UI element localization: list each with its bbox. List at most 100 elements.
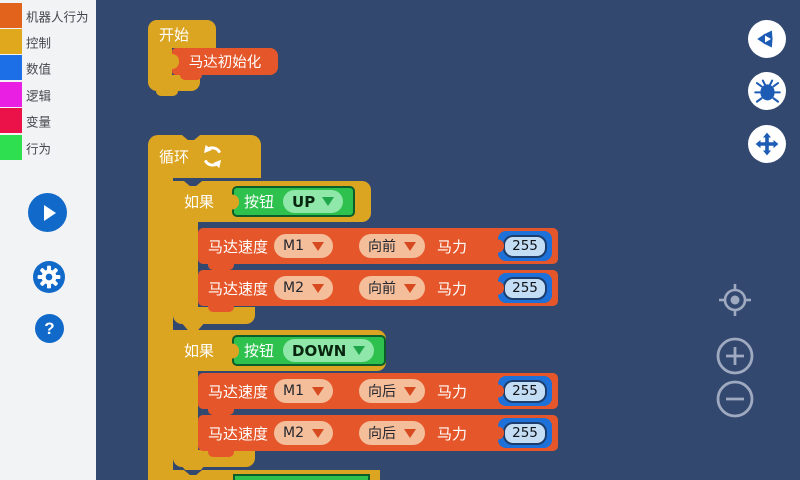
dropdown-value: 向前	[368, 281, 397, 297]
bug-icon	[753, 79, 781, 103]
move-mode-button[interactable]	[748, 125, 786, 163]
dropdown-value: 向前	[368, 239, 397, 255]
move-icon	[755, 132, 779, 156]
if-down-block-foot	[173, 450, 255, 467]
motor-init-label: 马达初始化	[188, 55, 262, 71]
power-value-block[interactable]: 255	[498, 376, 552, 406]
power-value-block[interactable]: 255	[498, 418, 552, 448]
run-button[interactable]	[28, 193, 67, 232]
target-icon	[719, 284, 751, 316]
loop-block-spine	[148, 178, 173, 480]
chevron-down-icon	[322, 197, 335, 206]
direction-dropdown[interactable]: 向前	[359, 276, 426, 300]
dropdown-value: 向后	[368, 384, 397, 400]
motor-speed-block-m1-backward[interactable]: 马达速度 M1 向后 马力 255	[198, 373, 558, 415]
start-block[interactable]: 开始	[148, 20, 216, 48]
motor-select-dropdown[interactable]: M2	[274, 276, 334, 300]
gear-icon	[37, 265, 61, 289]
play-icon	[43, 204, 56, 221]
center-view-button[interactable]	[717, 282, 753, 318]
if-up-block-foot	[173, 307, 255, 324]
button-down-dropdown[interactable]: DOWN	[283, 339, 375, 362]
minus-icon	[716, 380, 754, 418]
if-up-label: 如果	[184, 193, 215, 211]
category-color-bar	[0, 55, 22, 80]
motor-init-block[interactable]: 马达初始化	[172, 48, 278, 80]
motor-select-dropdown[interactable]: M1	[274, 234, 334, 258]
zoom-out-button[interactable]	[716, 380, 754, 418]
category-color-bar	[0, 82, 22, 107]
if-down-block[interactable]: 如果 按钮 DOWN	[173, 330, 387, 371]
category-label: 控制	[26, 35, 52, 51]
motor-speed-block-m2-forward[interactable]: 马达速度 M2 向前 马力 255	[198, 270, 558, 312]
motor-select-dropdown[interactable]: M2	[274, 421, 334, 445]
direction-dropdown[interactable]: 向后	[359, 379, 426, 403]
motor-speed-label: 马达速度	[208, 382, 269, 401]
chevron-down-icon	[312, 386, 325, 396]
power-value-block[interactable]: 255	[498, 273, 552, 303]
motor-speed-block-m1-forward[interactable]: 马达速度 M1 向前 马力 255	[198, 228, 558, 270]
condition-button-up[interactable]: 按钮 UP	[232, 186, 356, 217]
start-block-spine	[148, 48, 172, 75]
chevron-down-icon	[312, 241, 325, 251]
condition-block-partial	[233, 474, 370, 480]
if-up-block[interactable]: 如果 按钮 UP	[173, 181, 371, 222]
category-label: 行为	[26, 141, 52, 157]
dropdown-value: UP	[292, 192, 316, 211]
if-down-block-spine	[173, 371, 198, 451]
dropdown-value: 向后	[368, 426, 397, 442]
power-value-block[interactable]: 255	[498, 231, 552, 261]
debug-button[interactable]	[748, 72, 786, 110]
refresh-icon	[203, 144, 222, 169]
motor-speed-label: 马达速度	[208, 279, 269, 298]
power-label: 马力	[437, 382, 468, 401]
power-value: 255	[503, 421, 547, 445]
chevron-down-icon	[312, 283, 325, 293]
chevron-down-icon	[353, 346, 366, 355]
settings-button[interactable]	[33, 261, 65, 293]
chevron-down-icon	[312, 428, 325, 438]
sidebar-item-logic[interactable]: 逻辑	[0, 82, 96, 108]
start-block-label: 开始	[159, 25, 190, 44]
power-label: 马力	[437, 237, 468, 256]
condition-button-down[interactable]: 按钮 DOWN	[232, 335, 387, 366]
plus-icon	[716, 337, 754, 375]
sidebar-item-control[interactable]: 控制	[0, 29, 96, 55]
dropdown-value: M2	[283, 425, 305, 441]
dropdown-value: M2	[283, 280, 305, 296]
category-color-bar	[0, 135, 22, 160]
sidebar-item-variable[interactable]: 变量	[0, 108, 96, 134]
category-color-bar	[0, 3, 22, 28]
if-up-block-spine	[173, 222, 198, 308]
block-category-sidebar: 机器人行为 控制 数值 逻辑 变量 行为	[0, 0, 96, 480]
loop-block-label: 循环	[159, 148, 190, 166]
workspace-canvas[interactable]: 开始 马达初始化 循环 如果 按钮	[96, 0, 800, 480]
reset-blocks-button[interactable]	[748, 20, 786, 58]
chevron-down-icon	[404, 386, 417, 396]
condition-label: 按钮	[244, 193, 275, 211]
sidebar-item-robot-behavior[interactable]: 机器人行为	[0, 3, 96, 29]
motor-speed-label: 马达速度	[208, 424, 269, 443]
motor-speed-block-m2-backward[interactable]: 马达速度 M2 向后 马力 255	[198, 415, 558, 457]
button-up-dropdown[interactable]: UP	[283, 190, 344, 213]
power-value: 255	[503, 276, 547, 300]
dropdown-value: M1	[283, 238, 305, 254]
chevron-down-icon	[404, 283, 417, 293]
direction-dropdown[interactable]: 向前	[359, 234, 426, 258]
power-label: 马力	[437, 424, 468, 443]
direction-dropdown[interactable]: 向后	[359, 421, 426, 445]
sidebar-item-behavior[interactable]: 行为	[0, 135, 96, 161]
dropdown-value: DOWN	[292, 341, 347, 360]
motor-select-dropdown[interactable]: M1	[274, 379, 334, 403]
power-value: 255	[503, 379, 547, 403]
dropdown-value: M1	[283, 383, 305, 399]
recycle-icon	[757, 30, 773, 48]
zoom-in-button[interactable]	[716, 337, 754, 375]
question-mark-icon: ?	[44, 318, 55, 338]
loop-block[interactable]: 循环	[148, 135, 261, 178]
sidebar-item-numeric[interactable]: 数值	[0, 55, 96, 81]
chevron-down-icon	[404, 241, 417, 251]
category-label: 变量	[26, 114, 52, 130]
help-button[interactable]: ?	[35, 314, 64, 343]
chevron-down-icon	[404, 428, 417, 438]
